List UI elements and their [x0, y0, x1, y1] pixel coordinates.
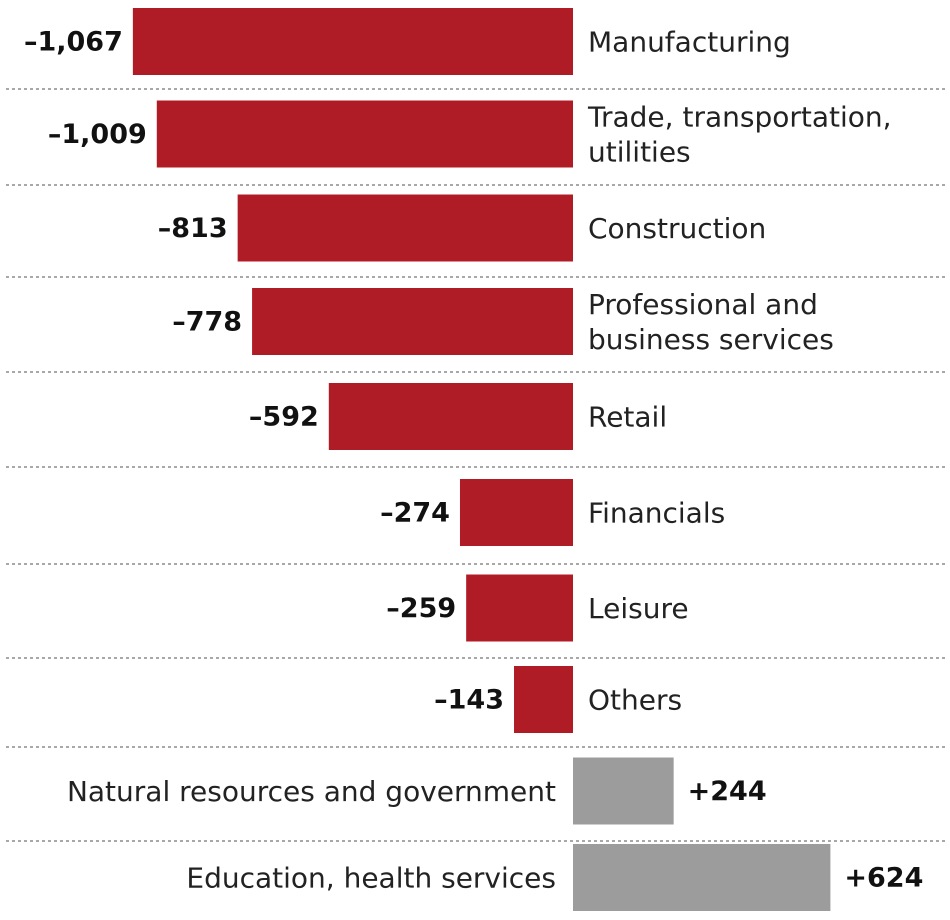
category-label: Retail: [588, 401, 667, 434]
category-label: Natural resources and government: [67, 775, 556, 808]
category-label: Financials: [588, 497, 725, 530]
bar: [514, 666, 573, 733]
bar: [237, 194, 573, 262]
bar: [132, 8, 574, 75]
category-label: Education, health services: [186, 862, 556, 895]
bar: [459, 479, 573, 546]
bar: [466, 574, 573, 642]
category-label: Leisure: [588, 592, 689, 625]
value-label: –1,067: [24, 27, 123, 58]
value-label: –143: [434, 685, 504, 716]
bar: [573, 844, 831, 911]
bar: [573, 757, 674, 825]
category-label: Trade, transportation, utilities: [587, 101, 892, 169]
category-label: Construction: [588, 212, 766, 245]
category-label: Others: [588, 684, 682, 717]
category-label: Manufacturing: [588, 26, 791, 59]
bar: [328, 383, 573, 450]
value-label: –813: [158, 213, 228, 244]
value-label: +624: [844, 863, 923, 894]
bar: [156, 100, 573, 168]
category-label: Professional and business services: [588, 288, 834, 356]
value-label: –274: [380, 498, 450, 529]
value-label: –778: [172, 307, 242, 338]
value-label: +244: [688, 776, 767, 807]
bar: [252, 288, 573, 355]
value-label: –1,009: [48, 119, 147, 150]
value-label: –592: [249, 402, 319, 433]
value-label: –259: [386, 593, 456, 624]
